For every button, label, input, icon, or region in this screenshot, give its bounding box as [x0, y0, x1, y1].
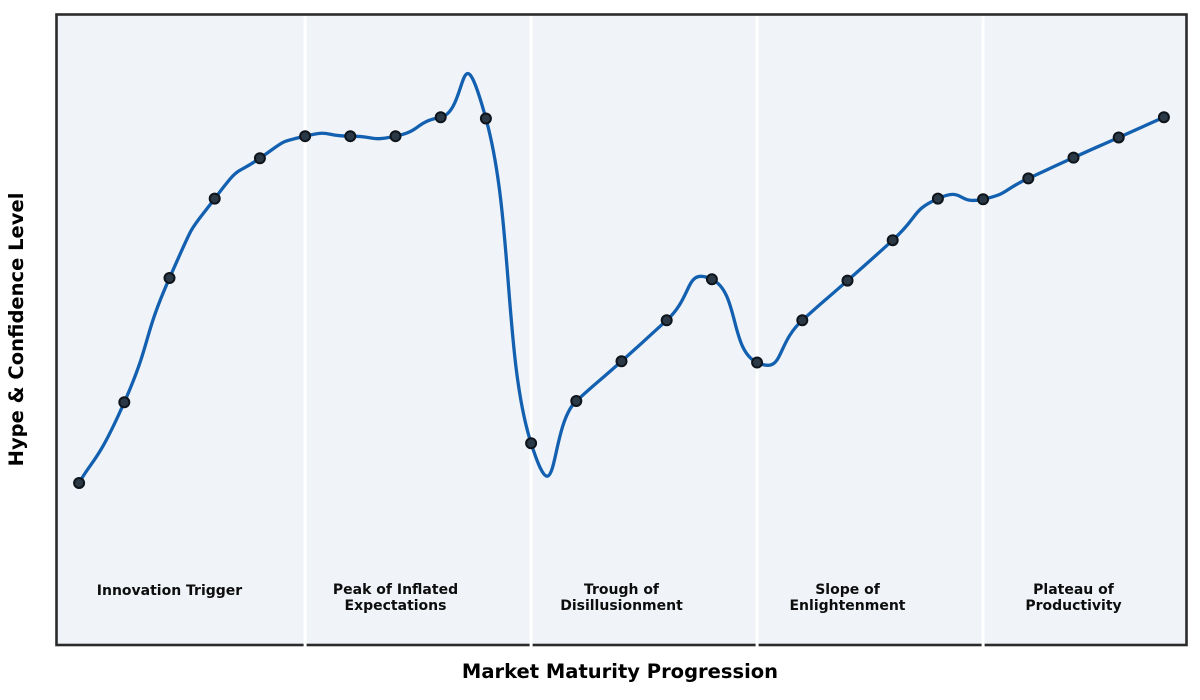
data-point — [796, 314, 809, 327]
data-point — [434, 111, 447, 124]
data-point — [1112, 131, 1125, 144]
data-point — [751, 356, 764, 369]
data-point — [931, 192, 944, 205]
plot-area — [56, 14, 1187, 645]
data-point — [208, 192, 221, 205]
data-point — [886, 234, 899, 247]
data-point — [344, 130, 357, 143]
data-point — [299, 130, 312, 143]
data-point — [118, 396, 131, 409]
data-point — [841, 274, 854, 287]
phase-label: Slope of Enlightenment — [789, 582, 905, 614]
phase-label: Plateau of Productivity — [1025, 582, 1121, 614]
data-point — [570, 395, 583, 407]
data-point — [615, 355, 628, 368]
data-point — [1022, 172, 1035, 185]
data-point — [253, 152, 266, 165]
y-axis-label: Hype & Confidence Level — [5, 193, 28, 467]
plot-border — [55, 13, 1188, 647]
data-points — [73, 111, 1170, 489]
data-point — [73, 476, 86, 489]
data-point — [1067, 151, 1080, 164]
phase-labels: Innovation Trigger Peak of Inflated Expect… — [97, 582, 1122, 614]
phase-label: Innovation Trigger — [97, 583, 243, 599]
phase-label: Peak of Inflated Expectations — [333, 582, 458, 614]
x-axis-label: Market Maturity Progression — [462, 660, 778, 683]
data-point — [389, 130, 402, 143]
data-point — [163, 272, 176, 285]
data-point — [705, 273, 718, 286]
phase-label: Trough of Disillusionment — [560, 582, 683, 614]
data-point — [660, 314, 673, 327]
data-point — [479, 112, 492, 125]
data-point — [1157, 111, 1170, 124]
data-point — [525, 437, 538, 450]
phase-dividers — [303, 16, 985, 649]
data-point — [977, 193, 990, 206]
